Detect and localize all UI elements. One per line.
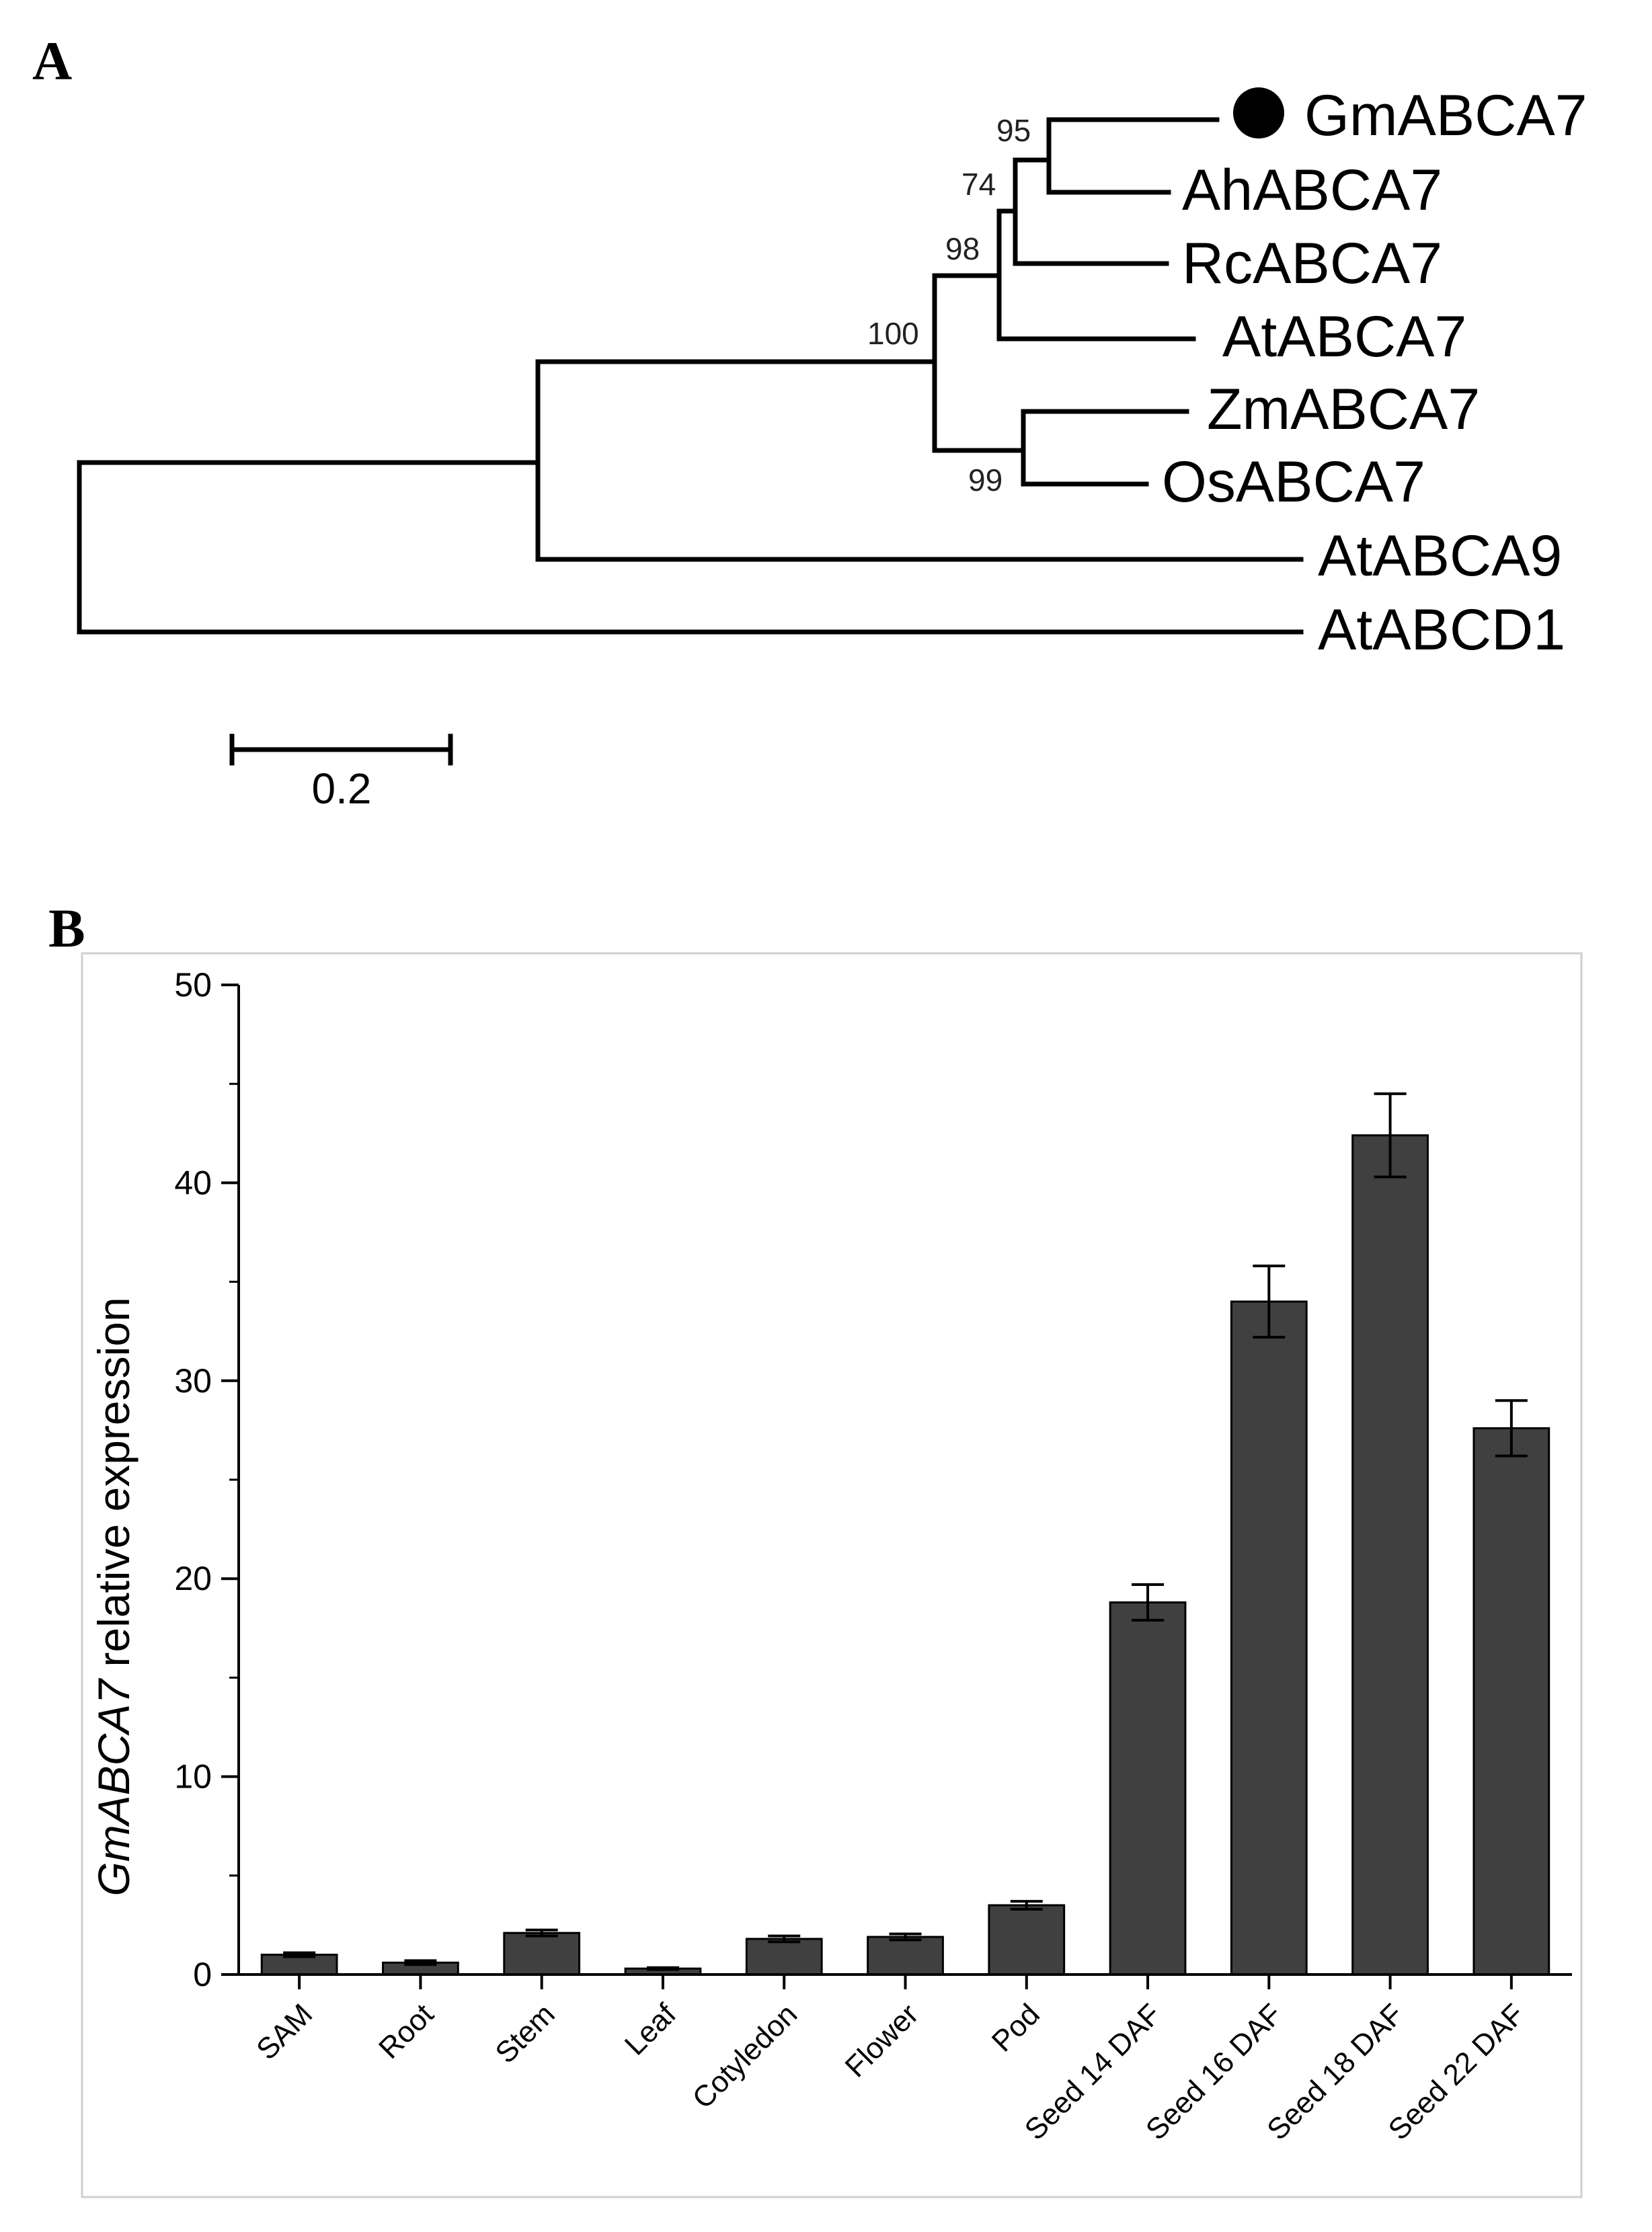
panel-a: A — [32, 30, 1587, 813]
panel-b-letter: B — [48, 898, 85, 959]
y-tick-label: 30 — [174, 1362, 212, 1400]
bar — [988, 1904, 1066, 1976]
y-axis-label-gene: GmABCA7 — [89, 1678, 139, 1897]
bootstrap-98: 98 — [945, 231, 980, 266]
bootstrap-95: 95 — [996, 113, 1031, 148]
leaf-label-atabca7: AtABCA7 — [1222, 305, 1466, 369]
tree-leaf-labels: GmABCA7 AhABCA7 RcABCA7 AtABCA7 ZmABCA7 … — [1162, 83, 1587, 662]
scale-bar: 0.2 — [229, 733, 453, 813]
leaf-label-gmabca7: GmABCA7 — [1304, 83, 1587, 148]
bootstrap-100: 100 — [867, 316, 919, 351]
y-tick-label: 40 — [174, 1164, 212, 1201]
y-axis-label-text: relative expression — [89, 1297, 139, 1679]
x-tick-label: SAM — [250, 1997, 319, 2066]
bar — [745, 1938, 823, 1976]
y-tick-label: 10 — [174, 1758, 212, 1796]
bar — [1109, 1601, 1187, 1976]
bar — [1230, 1300, 1308, 1976]
leaf-label-rcabca7: RcABCA7 — [1182, 231, 1442, 296]
y-tick-label: 0 — [193, 1956, 212, 1993]
y-tick-label: 50 — [174, 966, 212, 1004]
x-tick-label: Root — [372, 1997, 440, 2065]
x-tick-label: Flower — [839, 1997, 925, 2083]
bootstrap-labels: 95 74 98 100 99 — [867, 113, 1031, 497]
y-tick-label: 20 — [174, 1560, 212, 1597]
x-tick-label: Cotyledon — [686, 1997, 804, 2115]
bar — [503, 1931, 581, 1976]
x-tick-label: Stem — [489, 1997, 561, 2069]
plot-frame — [81, 952, 1583, 2198]
y-axis-label: GmABCA7 relative expression — [89, 1297, 139, 1896]
bootstrap-99: 99 — [968, 463, 1002, 497]
bootstrap-74: 74 — [961, 167, 996, 202]
scale-bar-line — [229, 733, 453, 766]
leaf-label-zmabca7: ZmABCA7 — [1207, 377, 1480, 442]
leaf-label-atabcd1: AtABCD1 — [1318, 598, 1565, 662]
bar — [1351, 1134, 1429, 1976]
panel-a-letter: A — [32, 30, 72, 91]
scale-bar-label: 0.2 — [312, 764, 372, 813]
tree-branches — [77, 117, 1304, 635]
panel-b: B GmABCA7 relative expression 0 10 20 30 40 5… — [48, 898, 1583, 2198]
bars — [260, 1092, 1550, 1976]
leaf-label-atabca9: AtABCA9 — [1318, 524, 1562, 588]
leaf-label-osabca7: OsABCA7 — [1162, 450, 1425, 514]
highlight-dot-icon — [1233, 87, 1284, 138]
x-tick-label: Leaf — [619, 1997, 683, 2062]
leaf-label-ahabca7: AhABCA7 — [1182, 158, 1442, 223]
bar — [1472, 1427, 1550, 1976]
bar — [867, 1936, 944, 1976]
x-tick-label: Pod — [986, 1997, 1046, 2058]
y-axis-ticks: 0 10 20 30 40 50 — [174, 966, 239, 1993]
